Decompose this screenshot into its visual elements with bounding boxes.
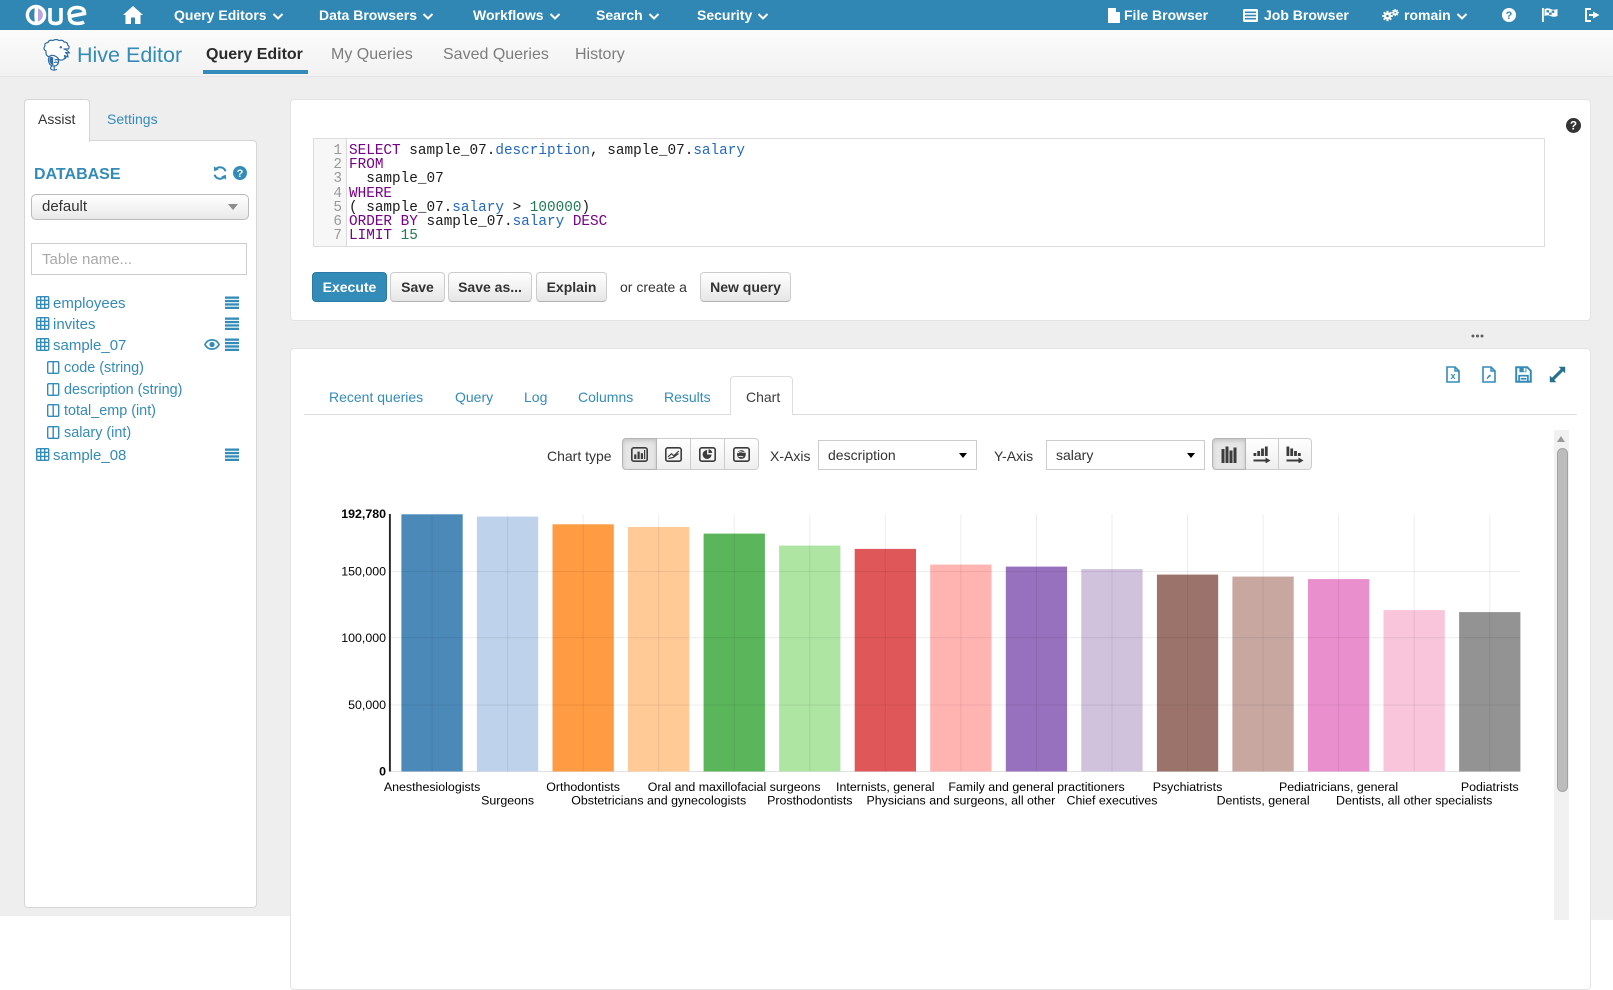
svg-text:Oral and maxillofacial surgeon: Oral and maxillofacial surgeons <box>648 780 821 794</box>
svg-text:x: x <box>1450 371 1455 381</box>
svg-text:192,780: 192,780 <box>341 507 386 521</box>
svg-text:Orthodontists: Orthodontists <box>546 780 620 794</box>
svg-text:Psychiatrists: Psychiatrists <box>1153 780 1223 794</box>
svg-text:100,000: 100,000 <box>341 631 386 645</box>
svg-text:Anesthesiologists: Anesthesiologists <box>384 780 480 794</box>
svg-text:Podiatrists: Podiatrists <box>1461 780 1519 794</box>
svg-text:?: ? <box>1570 120 1577 133</box>
svg-text:50,000: 50,000 <box>348 698 386 712</box>
svg-text:Dentists, all other specialist: Dentists, all other specialists <box>1336 794 1492 808</box>
svg-text:Internists, general: Internists, general <box>836 780 935 794</box>
svg-text:Physicians and surgeons, all o: Physicians and surgeons, all other <box>867 794 1056 808</box>
svg-text:Prosthodontists: Prosthodontists <box>767 794 852 808</box>
svg-text:0: 0 <box>379 765 386 779</box>
svg-text:Surgeons: Surgeons <box>481 794 534 808</box>
svg-text:150,000: 150,000 <box>341 565 386 579</box>
svg-text:?: ? <box>237 168 244 180</box>
svg-text:Chief executives: Chief executives <box>1067 794 1158 808</box>
svg-text:Family and general practitione: Family and general practitioners <box>948 780 1124 794</box>
svg-text:?: ? <box>1506 10 1513 22</box>
svg-text:Obstetricians and gynecologist: Obstetricians and gynecologists <box>571 794 746 808</box>
svg-text:Dentists, general: Dentists, general <box>1217 794 1310 808</box>
svg-text:Pediatricians, general: Pediatricians, general <box>1279 780 1398 794</box>
